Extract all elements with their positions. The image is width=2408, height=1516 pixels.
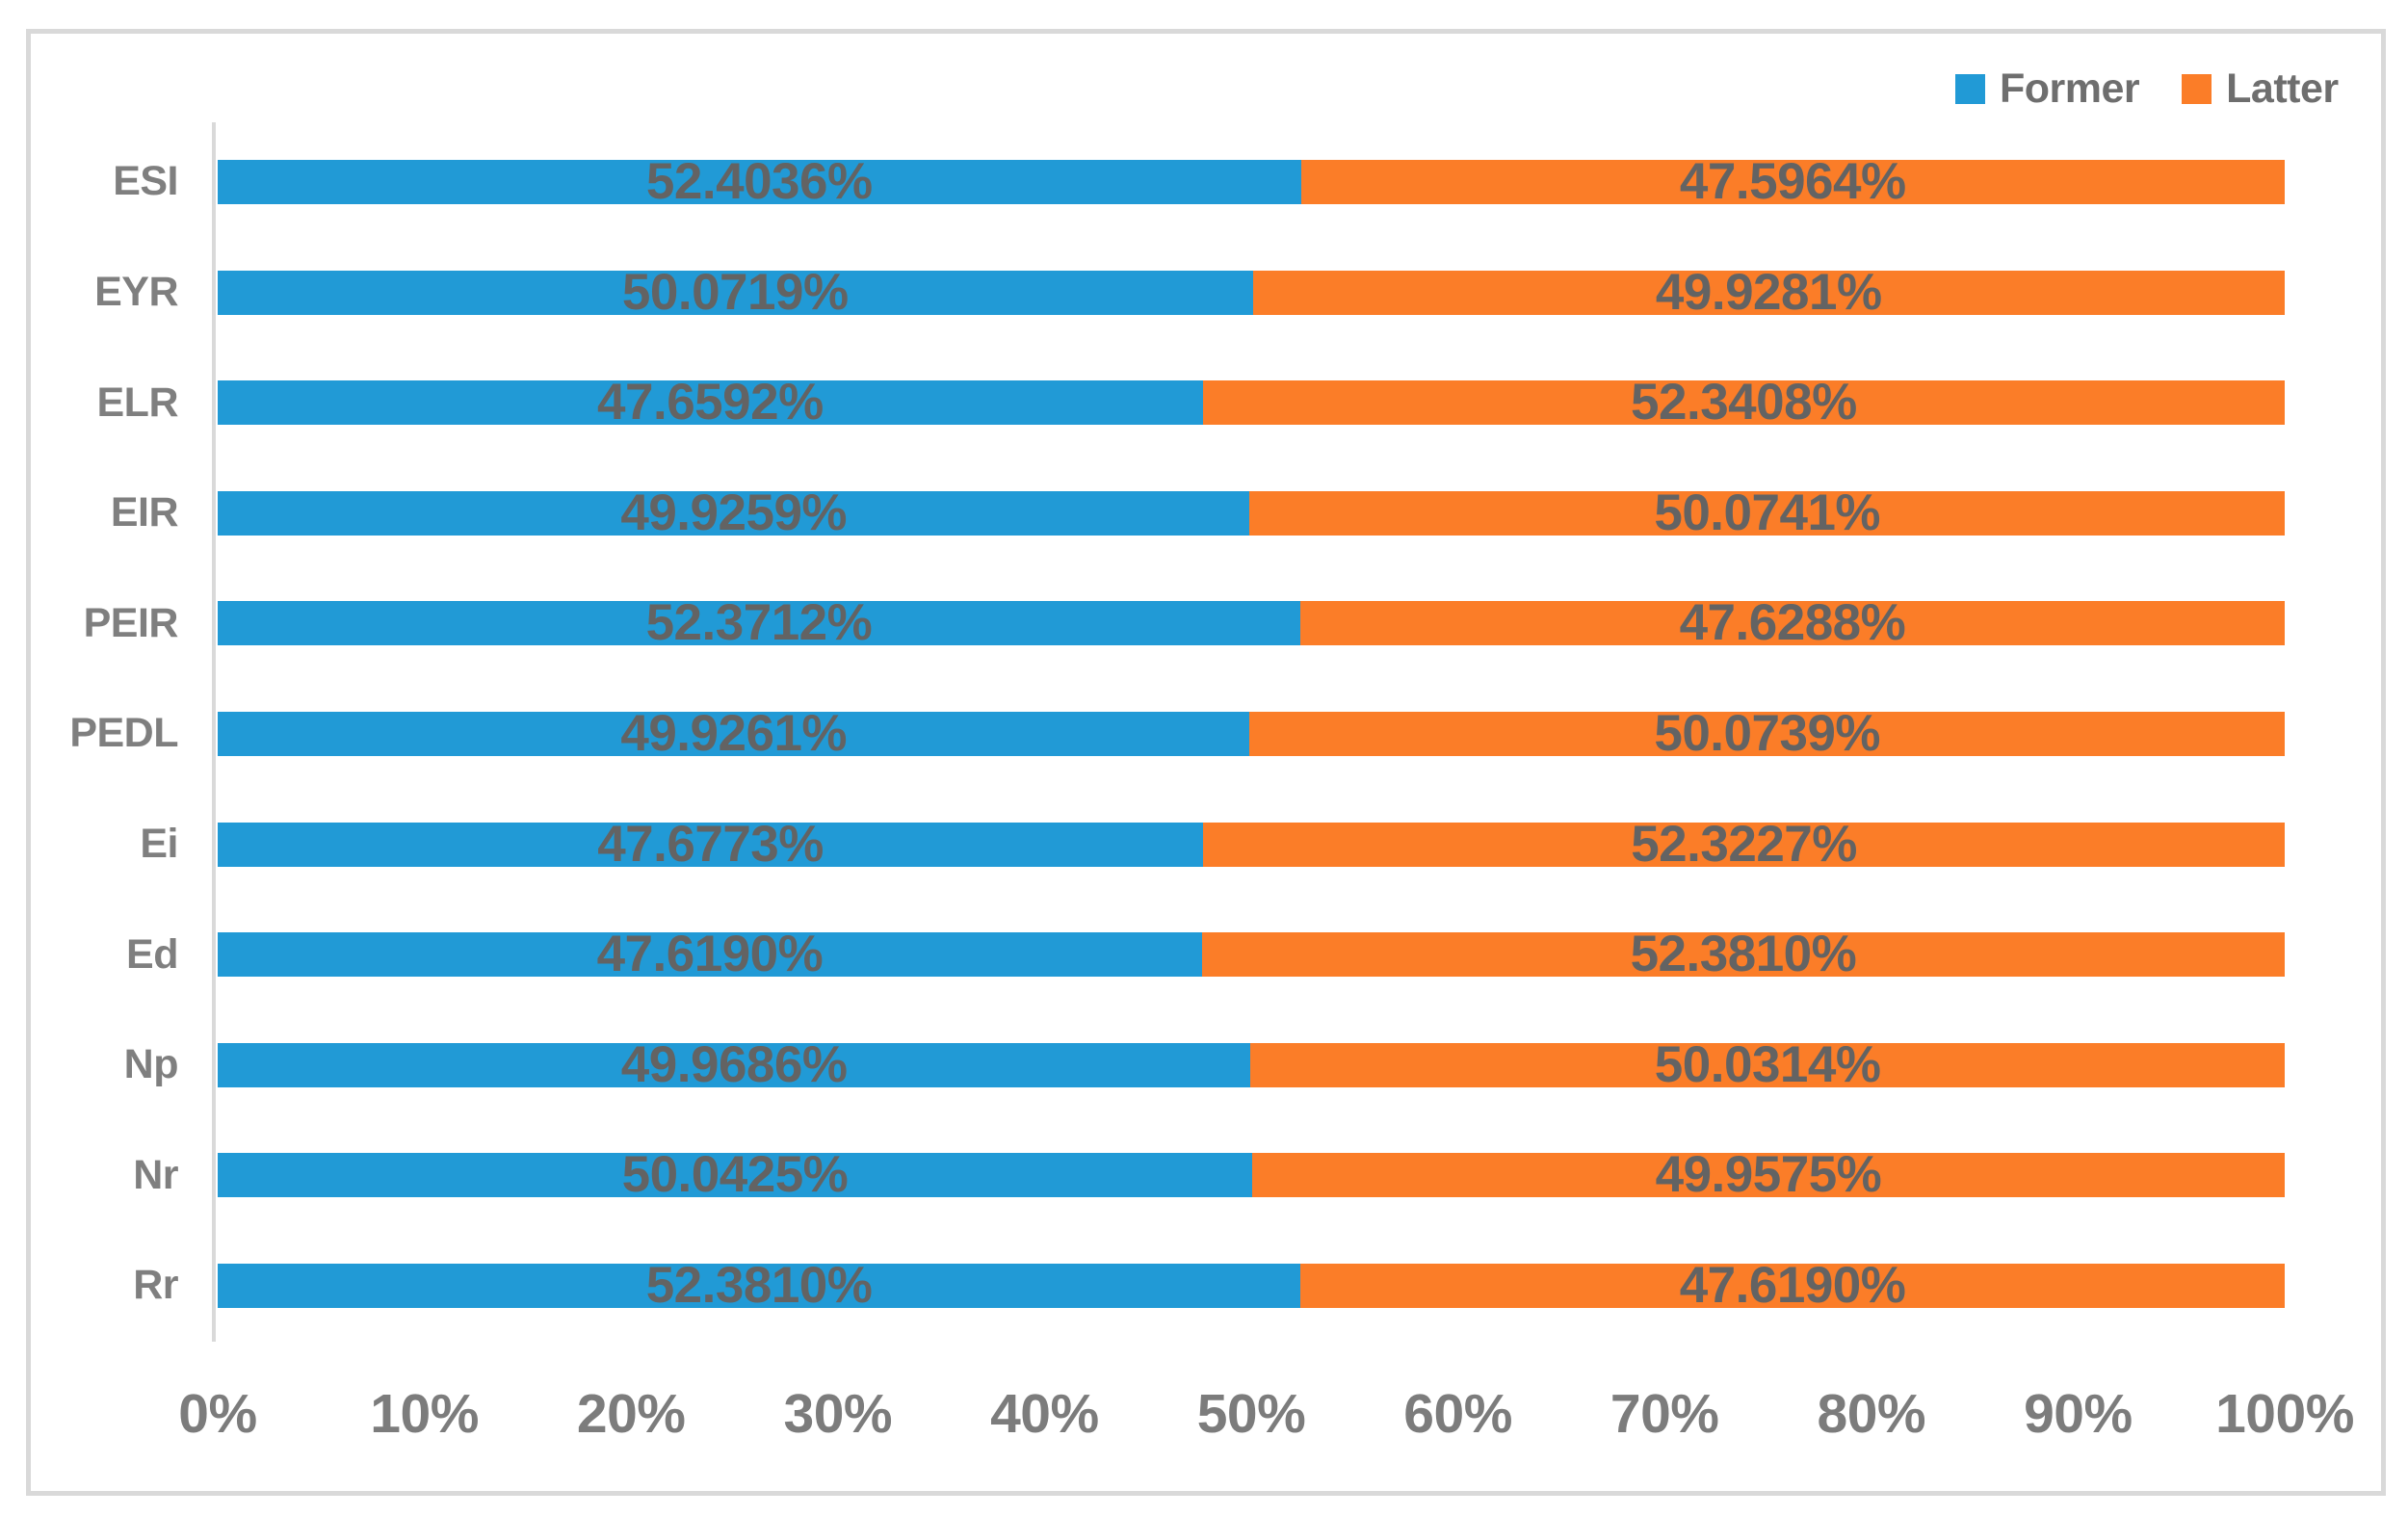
bar-segment-former: 47.6190% [218, 926, 1202, 983]
bar-segment-latter: 50.0314% [1250, 1035, 2285, 1093]
bar-value-label-latter: 47.6190% [1679, 1256, 1906, 1314]
bar-segment-latter: 50.0741% [1249, 484, 2285, 541]
category-label: Nr [133, 1151, 178, 1198]
legend-label-latter: Latter [2226, 65, 2339, 112]
bar-row: PEDL 49.9261% 50.0739% [0, 679, 2408, 790]
category-label: EIR [110, 489, 179, 536]
bar-row: EIR 49.9259% 50.0741% [0, 457, 2408, 568]
bar-value-label-latter: 47.6288% [1679, 594, 1906, 652]
bar-track: 50.0719% 49.9281% [218, 263, 2285, 321]
bar-value-label-former: 47.6773% [597, 815, 824, 873]
bar-value-label-former: 52.3810% [645, 1256, 873, 1314]
category-label: Ed [126, 930, 178, 978]
bar-segment-latter: 49.9575% [1251, 1146, 2285, 1204]
legend-label-former: Former [2000, 65, 2140, 112]
bar-value-label-latter: 52.3408% [1631, 374, 1857, 431]
bar-segment-former: 49.9259% [218, 484, 1250, 541]
bar-track: 47.6190% 52.3810% [218, 926, 2285, 983]
category-label: Ei [140, 821, 178, 868]
x-axis-tick-label: 80% [1817, 1383, 1926, 1445]
bar-segment-former: 49.9686% [218, 1035, 1251, 1093]
bar-row: Ei 47.6773% 52.3227% [0, 789, 2408, 900]
bar-track: 50.0425% 49.9575% [218, 1146, 2285, 1204]
bar-segment-former: 49.9261% [218, 704, 1250, 762]
bar-value-label-latter: 52.3227% [1631, 815, 1857, 873]
legend-swatch-latter-icon [2182, 74, 2212, 104]
bar-value-label-former: 50.0719% [621, 263, 849, 321]
legend-item-latter: Latter [2182, 65, 2339, 113]
x-axis-tick-label: 0% [178, 1383, 257, 1445]
bar-row: Rr 52.3810% 47.6190% [0, 1231, 2408, 1342]
bar-value-label-latter: 50.0314% [1654, 1035, 1881, 1093]
bar-value-label-former: 49.9259% [620, 484, 848, 541]
x-axis-tick-label: 30% [783, 1383, 893, 1445]
bar-track: 52.3810% 47.6190% [218, 1256, 2285, 1314]
bar-track: 47.6773% 52.3227% [218, 815, 2285, 873]
bar-segment-latter: 52.3227% [1203, 815, 2285, 873]
bar-track: 49.9261% 50.0739% [218, 704, 2285, 762]
x-axis-tick-label: 10% [370, 1383, 479, 1445]
bar-segment-latter: 47.5964% [1300, 152, 2285, 210]
bar-row: EYR 50.0719% 49.9281% [0, 237, 2408, 348]
category-label: ELR [96, 379, 179, 426]
category-label: EYR [94, 269, 178, 316]
bar-segment-latter: 50.0739% [1249, 704, 2285, 762]
bar-track: 52.4036% 47.5964% [218, 152, 2285, 210]
category-label: Rr [133, 1262, 178, 1309]
bar-value-label-latter: 47.5964% [1679, 152, 1906, 210]
bar-row: Np 49.9686% 50.0314% [0, 1009, 2408, 1120]
bar-value-label-former: 47.6190% [596, 926, 824, 983]
category-label: PEIR [83, 599, 179, 646]
bar-segment-latter: 49.9281% [1252, 263, 2285, 321]
bar-value-label-latter: 50.0741% [1654, 484, 1881, 541]
bar-segment-latter: 52.3810% [1201, 926, 2285, 983]
bar-row: ELR 47.6592% 52.3408% [0, 348, 2408, 458]
bar-segment-former: 52.3712% [218, 594, 1300, 652]
x-axis-tick-label: 20% [576, 1383, 686, 1445]
bar-value-label-latter: 50.0739% [1654, 704, 1881, 762]
bar-track: 47.6592% 52.3408% [218, 374, 2285, 431]
legend-item-former: Former [1955, 65, 2140, 113]
bar-segment-former: 52.4036% [218, 152, 1301, 210]
bar-segment-latter: 47.6288% [1299, 594, 2285, 652]
bar-value-label-latter: 49.9575% [1655, 1146, 1882, 1204]
category-label: Np [123, 1041, 179, 1088]
category-label: ESI [113, 158, 178, 205]
bar-segment-former: 50.0425% [218, 1146, 1252, 1204]
bar-segment-former: 47.6592% [218, 374, 1203, 431]
bar-segment-latter: 52.3408% [1202, 374, 2285, 431]
x-axis-tick-label: 90% [2024, 1383, 2133, 1445]
x-axis-tick-label: 40% [990, 1383, 1099, 1445]
bar-row: ESI 52.4036% 47.5964% [0, 127, 2408, 238]
bar-value-label-former: 49.9261% [620, 704, 848, 762]
bar-track: 49.9686% 50.0314% [218, 1035, 2285, 1093]
bar-segment-latter: 47.6190% [1300, 1256, 2285, 1314]
x-axis-tick-label: 60% [1403, 1383, 1512, 1445]
bar-segment-former: 47.6773% [218, 815, 1204, 873]
x-axis-tick-label: 70% [1610, 1383, 1719, 1445]
bar-value-label-former: 52.3712% [645, 594, 873, 652]
y-axis-line [212, 122, 216, 1342]
bar-segment-former: 52.3810% [218, 1256, 1301, 1314]
category-label: PEDL [69, 710, 178, 757]
bar-value-label-former: 47.6592% [597, 374, 824, 431]
bar-rows: ESI 52.4036% 47.5964% EYR 50.0719% 49.92… [0, 127, 2408, 1342]
bar-value-label-former: 50.0425% [621, 1146, 849, 1204]
bar-row: Ed 47.6190% 52.3810% [0, 900, 2408, 1010]
bar-segment-former: 50.0719% [218, 263, 1253, 321]
bar-track: 52.3712% 47.6288% [218, 594, 2285, 652]
x-axis: 0% 10% 20% 30% 40% 50% 60% 70% 80% 90% 100% [0, 1385, 2408, 1443]
x-axis-tick-label: 100% [2215, 1383, 2354, 1445]
bar-track: 49.9259% 50.0741% [218, 484, 2285, 541]
bar-value-label-former: 52.4036% [645, 152, 873, 210]
x-axis-tick-label: 50% [1196, 1383, 1306, 1445]
bar-row: PEIR 52.3712% 47.6288% [0, 568, 2408, 679]
bar-value-label-latter: 49.9281% [1655, 263, 1882, 321]
bar-row: Nr 50.0425% 49.9575% [0, 1120, 2408, 1231]
legend-swatch-former-icon [1955, 74, 1985, 104]
bar-value-label-latter: 52.3810% [1630, 926, 1857, 983]
legend: Former Latter [1955, 65, 2339, 113]
bar-value-label-former: 49.9686% [620, 1035, 848, 1093]
